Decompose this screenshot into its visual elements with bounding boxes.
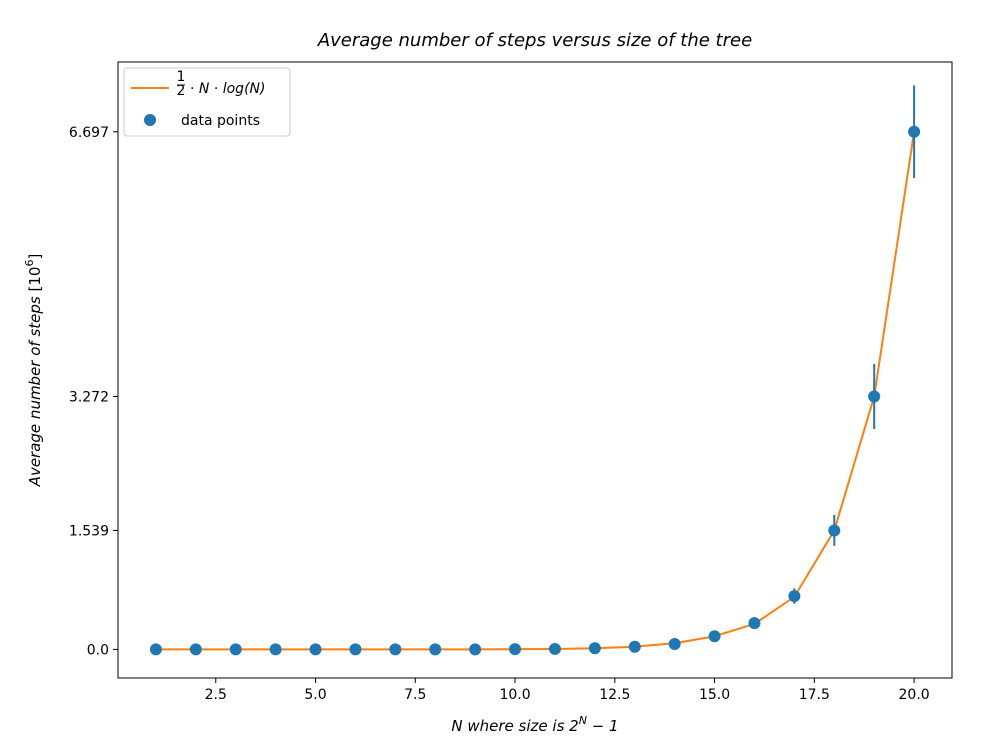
legend-point-label: data points xyxy=(181,113,260,129)
data-point xyxy=(229,643,242,656)
x-tick-label: 10.0 xyxy=(499,687,530,703)
plot-frame xyxy=(117,61,953,679)
data-point xyxy=(309,643,322,656)
data-point xyxy=(908,125,921,138)
data-point xyxy=(548,642,561,655)
x-tick-label: 12.5 xyxy=(599,687,630,703)
y-tick-label: 3.272 xyxy=(69,390,109,406)
y-tick-label: 6.697 xyxy=(69,125,109,141)
x-tick-label: 15.0 xyxy=(699,687,730,703)
data-point xyxy=(389,643,402,656)
data-point xyxy=(788,590,801,603)
data-point xyxy=(748,617,761,630)
data-point xyxy=(668,637,681,650)
y-tick-label: 1.539 xyxy=(69,523,109,539)
data-point xyxy=(708,630,721,643)
data-point xyxy=(149,643,162,656)
plot-layer xyxy=(149,85,921,656)
legend-line-label: 1 2 · N · log(N) xyxy=(177,69,266,99)
data-point xyxy=(868,390,881,403)
x-axis-label: N where size is 2N − 1 xyxy=(451,714,618,735)
x-tick-label: 20.0 xyxy=(899,687,930,703)
legend-box xyxy=(123,67,291,137)
series-line xyxy=(155,131,916,651)
svg-text:2: 2 xyxy=(177,83,186,99)
data-point xyxy=(269,643,282,656)
x-tick-label: 2.5 xyxy=(205,687,227,703)
y-axis-ticks: 0.0 1.539 3.272 6.697 xyxy=(69,125,118,658)
y-axis-label: Average number of steps [106] xyxy=(23,254,44,488)
data-point xyxy=(189,643,202,656)
data-point xyxy=(828,524,841,537)
data-point xyxy=(628,640,641,653)
data-point xyxy=(469,643,482,656)
data-point xyxy=(588,642,601,655)
legend-point-swatch xyxy=(144,114,156,126)
x-tick-label: 5.0 xyxy=(304,687,326,703)
data-point xyxy=(509,643,522,656)
chart-title: Average number of steps versus size of t… xyxy=(317,30,752,51)
legend: 1 2 · N · log(N) data points xyxy=(123,67,291,137)
data-point xyxy=(349,643,362,656)
svg-text:1: 1 xyxy=(177,69,186,85)
x-tick-label: 17.5 xyxy=(799,687,830,703)
x-tick-label: 7.5 xyxy=(404,687,426,703)
y-tick-label: 0.0 xyxy=(87,642,109,658)
x-axis-ticks: 2.5 5.0 7.5 10.0 12.5 15.0 17.5 20.0 xyxy=(205,678,930,703)
svg-text:· N · log(N): · N · log(N) xyxy=(190,81,265,97)
data-point xyxy=(429,643,442,656)
